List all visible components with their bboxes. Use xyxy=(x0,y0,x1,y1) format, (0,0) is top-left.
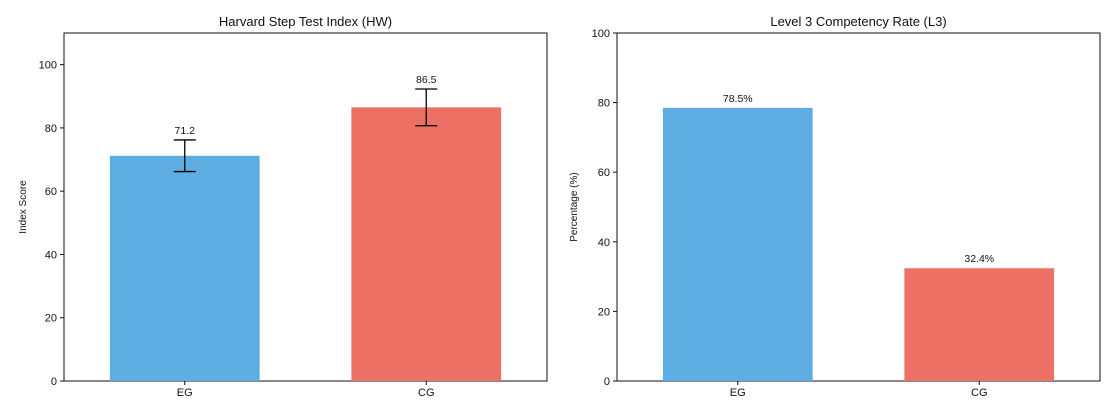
chart-panel-level3-competency: Level 3 Competency Rate (L3) Percentage … xyxy=(569,14,1101,399)
chart-title: Harvard Step Test Index (HW) xyxy=(219,14,392,29)
y-tick-label: 0 xyxy=(51,376,57,388)
x-tick-label: EG xyxy=(730,387,746,399)
plot-frame xyxy=(616,32,1101,382)
y-tick-label: 20 xyxy=(598,306,610,318)
data-label: 71.2 xyxy=(175,125,196,137)
data-label: 32.4% xyxy=(964,253,994,265)
bars: EG 71.2 CG 86.5 xyxy=(109,74,502,399)
bars: EG 78.5% CG 32.4% xyxy=(662,93,1055,399)
y-axis-ticks: 0 20 40 60 80 100 xyxy=(592,28,617,388)
chart-panel-harvard-step-test: Harvard Step Test Index (HW) Index Score… xyxy=(18,14,548,399)
y-axis-ticks: 0 20 40 60 80 100 xyxy=(39,60,64,388)
y-tick-label: 20 xyxy=(45,313,57,325)
y-tick-label: 40 xyxy=(45,249,57,261)
data-label: 78.5% xyxy=(723,93,753,105)
y-tick-label: 80 xyxy=(598,98,610,110)
bar-cg xyxy=(904,268,1055,381)
y-tick-label: 80 xyxy=(45,123,57,135)
plot-frame xyxy=(63,32,548,382)
x-tick-label: CG xyxy=(418,387,435,399)
x-tick-label: CG xyxy=(971,387,988,399)
y-tick-label: 60 xyxy=(45,186,57,198)
chart-title: Level 3 Competency Rate (L3) xyxy=(770,14,946,29)
bar-eg xyxy=(109,155,260,381)
y-tick-label: 100 xyxy=(39,60,57,72)
y-tick-label: 60 xyxy=(598,167,610,179)
bar-cg xyxy=(351,107,502,381)
y-tick-label: 0 xyxy=(604,376,610,388)
y-tick-label: 100 xyxy=(592,28,610,40)
y-axis-label: Index Score xyxy=(18,180,29,234)
x-tick-label: EG xyxy=(177,387,193,399)
y-axis-label: Percentage (%) xyxy=(569,172,580,241)
bar-eg xyxy=(662,107,813,381)
y-tick-label: 40 xyxy=(598,237,610,249)
data-label: 86.5 xyxy=(416,74,437,86)
